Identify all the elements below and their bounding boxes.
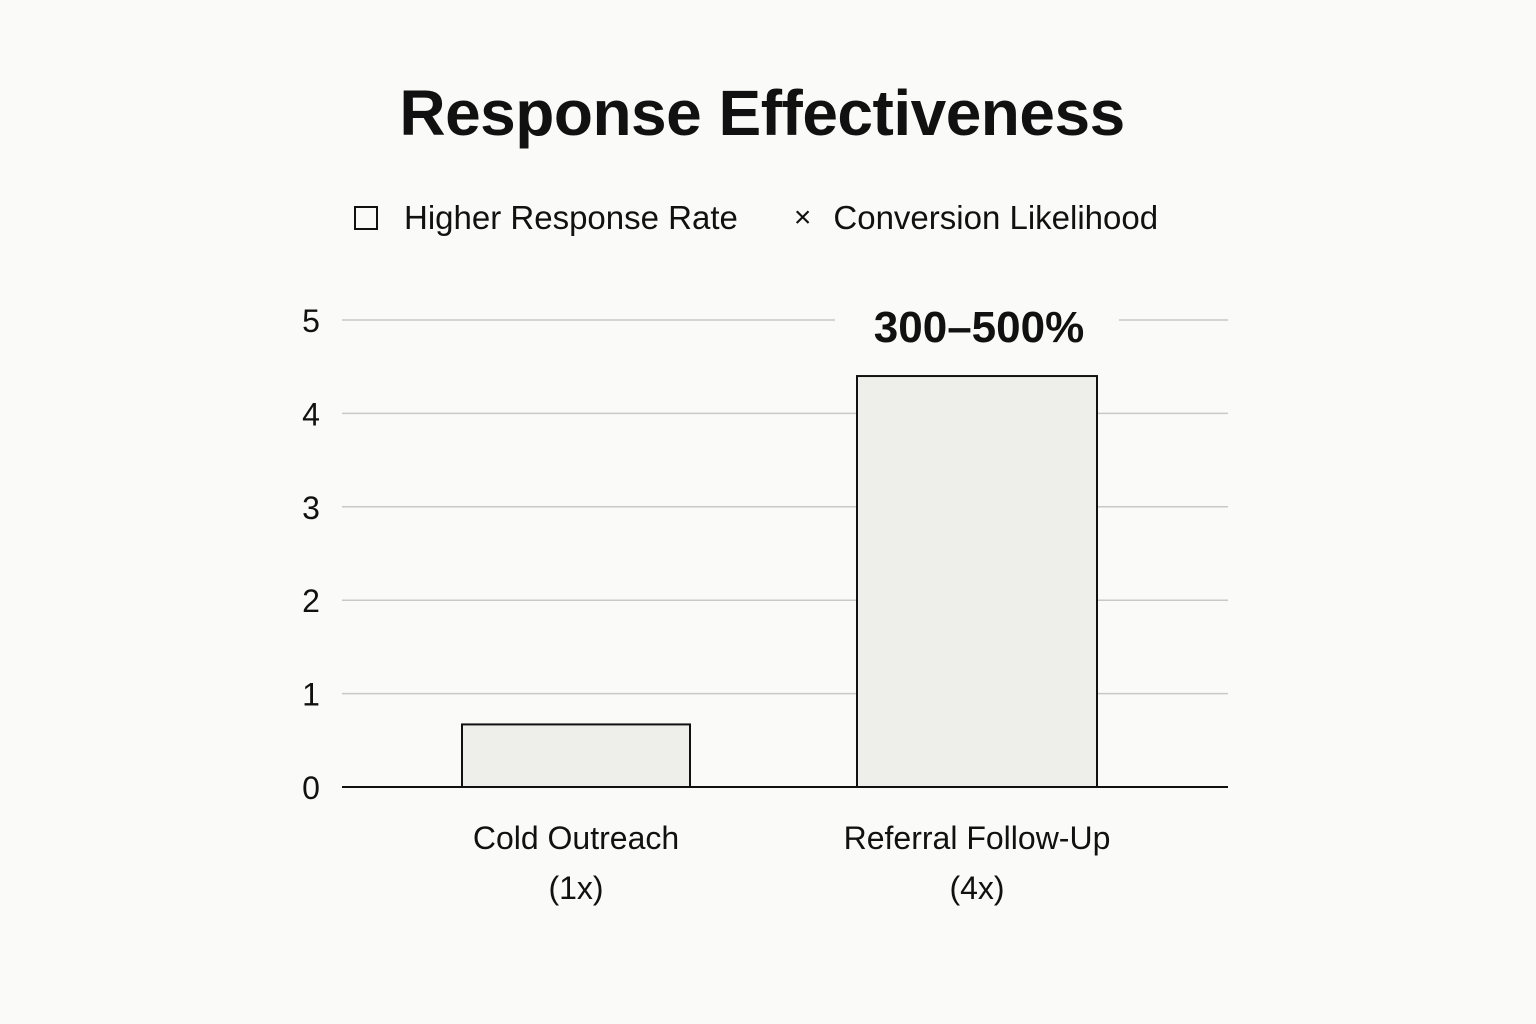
data-label: 300–500%	[874, 303, 1084, 352]
chart-title: Response Effectiveness	[399, 77, 1125, 149]
legend-label: Conversion Likelihood	[833, 199, 1159, 236]
x-tick-sublabel: (1x)	[548, 870, 603, 906]
x-tick-sublabel: (4x)	[949, 870, 1004, 906]
y-tick-label: 2	[302, 583, 320, 619]
x-tick-label: Referral Follow-Up	[844, 820, 1111, 856]
y-tick-label: 0	[302, 770, 320, 806]
legend-item-conversion-likelihood: × Conversion Likelihood	[794, 199, 1158, 237]
legend: Higher Response Rate × Conversion Likeli…	[354, 196, 1158, 240]
x-tick-label: Cold Outreach	[473, 820, 679, 856]
bar	[461, 723, 691, 788]
y-tick-label: 1	[302, 677, 320, 713]
legend-label: Higher Response Rate	[404, 199, 738, 236]
annotation-background	[835, 302, 1119, 342]
y-tick-label: 5	[302, 303, 320, 339]
x-marker-icon: ×	[793, 201, 812, 234]
bar	[856, 375, 1098, 788]
legend-item-higher-response-rate: Higher Response Rate	[354, 199, 738, 237]
y-tick-label: 3	[302, 490, 320, 526]
y-tick-label: 4	[302, 396, 320, 432]
square-marker-icon	[354, 206, 378, 230]
